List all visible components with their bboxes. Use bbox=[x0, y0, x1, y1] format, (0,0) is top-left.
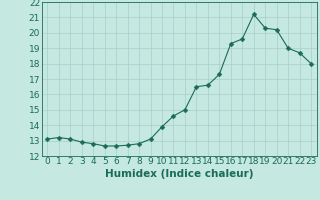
X-axis label: Humidex (Indice chaleur): Humidex (Indice chaleur) bbox=[105, 169, 253, 179]
